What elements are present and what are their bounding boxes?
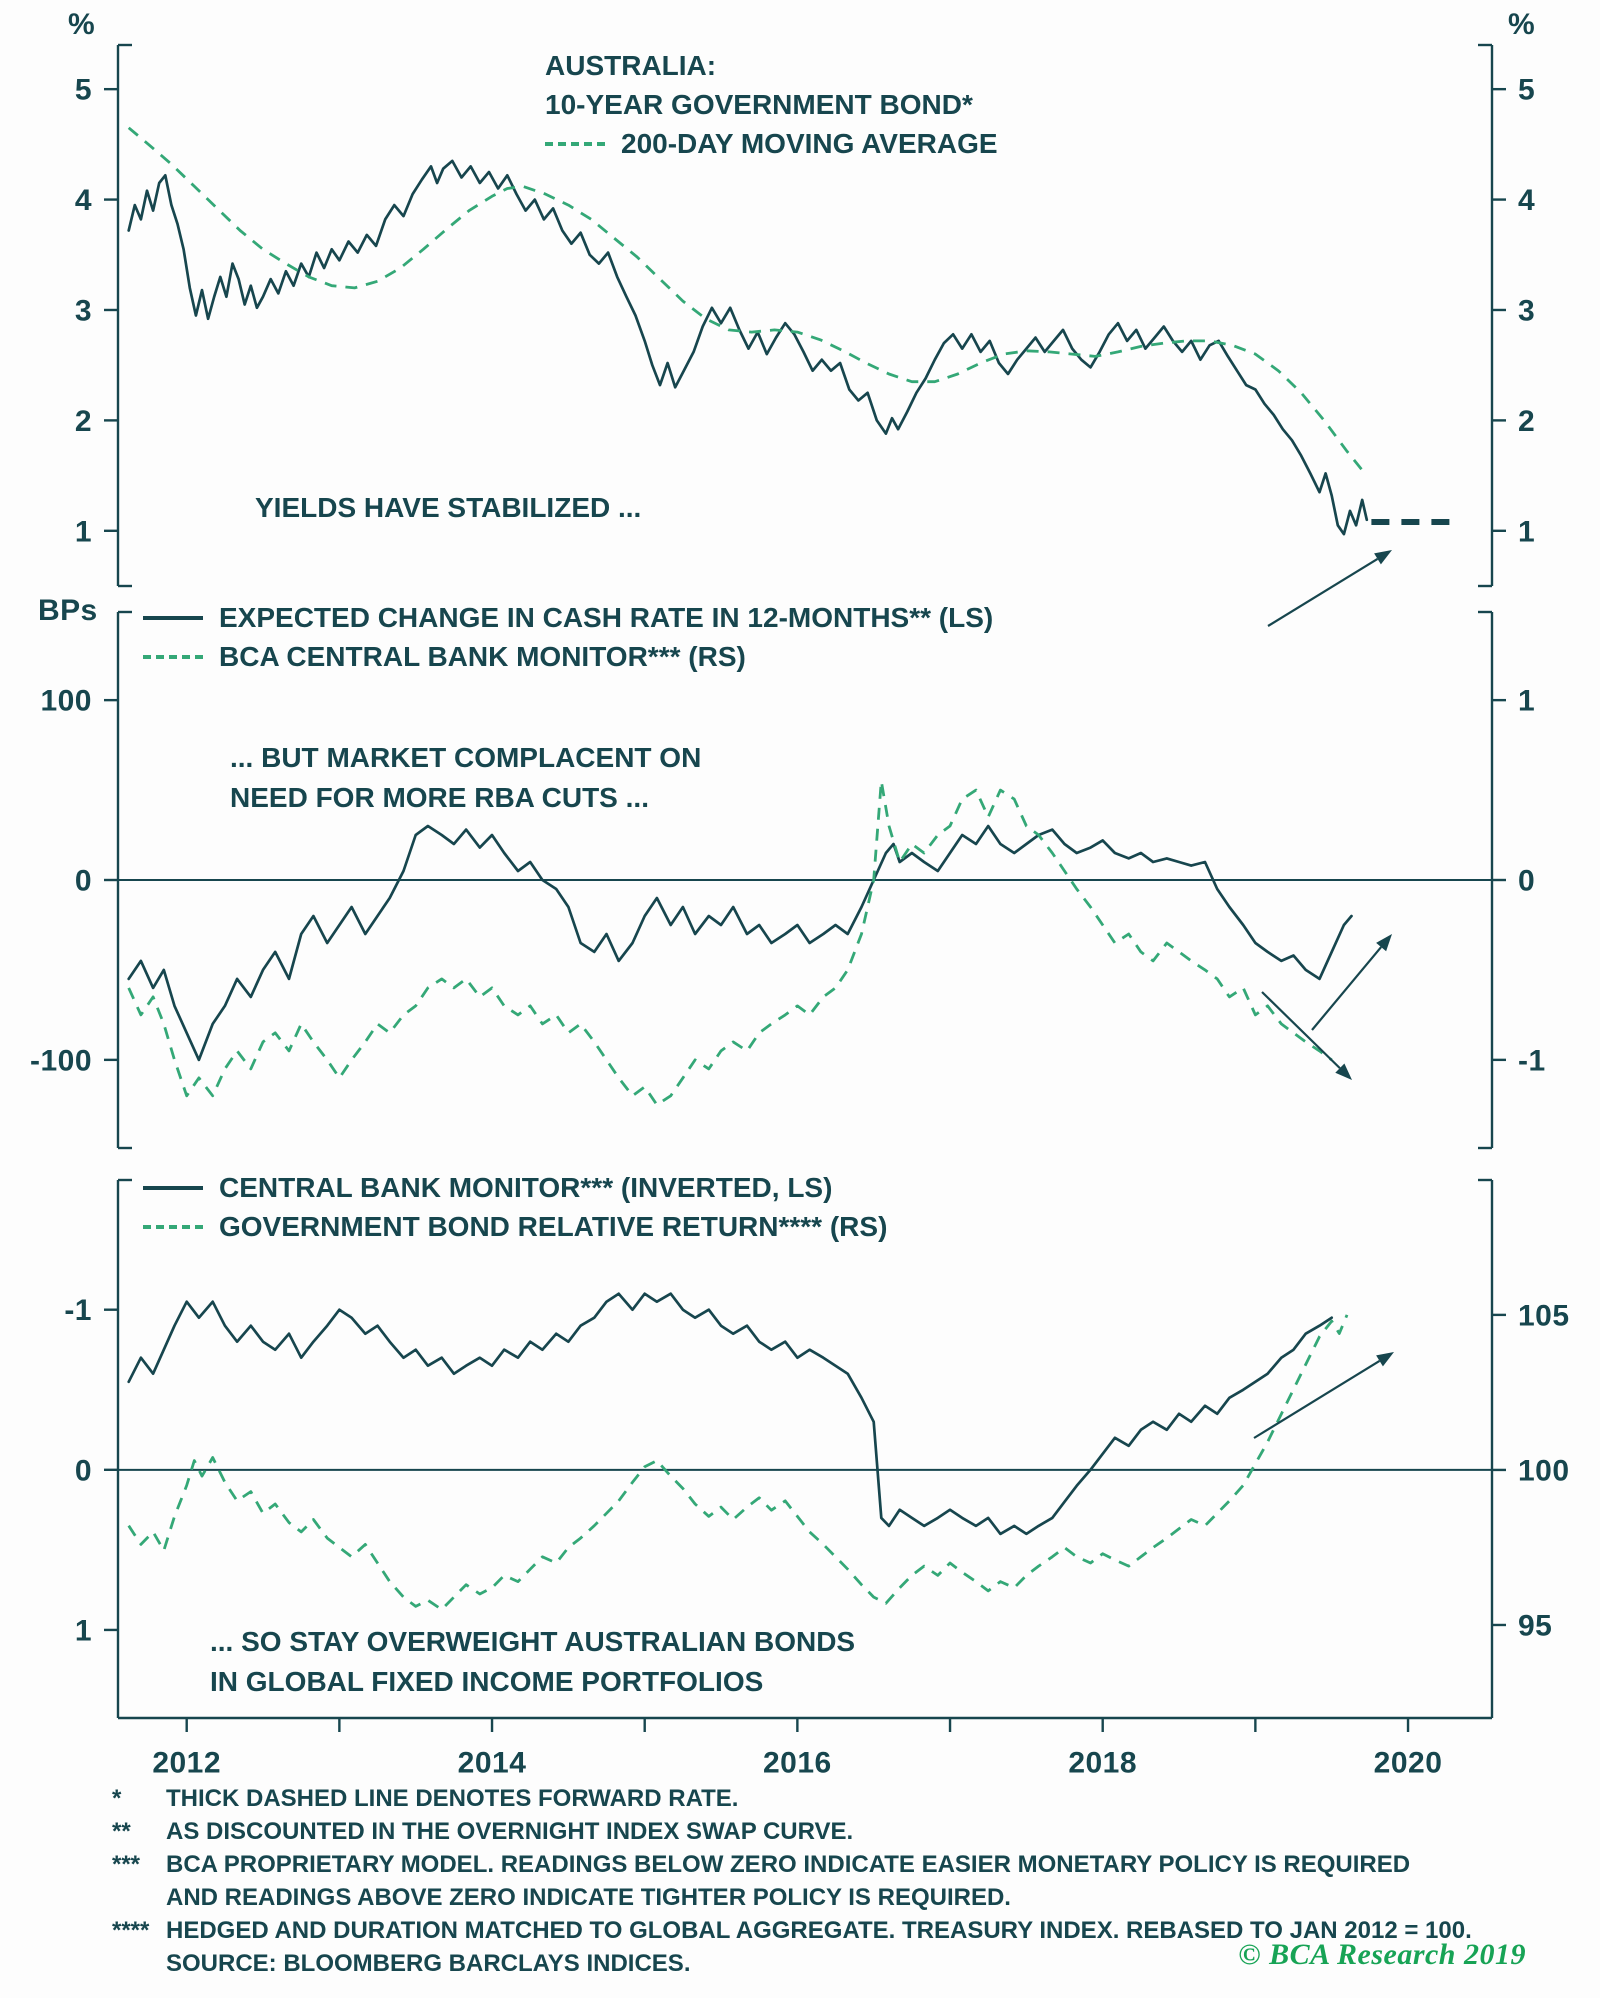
legend-cb-monitor-inverted-label: CENTRAL BANK MONITOR*** (INVERTED, LS) (219, 1172, 833, 1203)
legend-moving-average-label: 200-DAY MOVING AVERAGE (621, 128, 998, 159)
y-axis-tick-label: 105 (1518, 1299, 1570, 1332)
footnote-marker: **** (112, 1917, 150, 1944)
y-axis-tick-label: 3 (1518, 294, 1535, 327)
y-axis-tick-label: 0 (1518, 865, 1535, 898)
annotation-arrow (1261, 991, 1341, 1069)
y-axis-tick-label: 95 (1518, 1609, 1552, 1642)
footnote-text: AND READINGS ABOVE ZERO INDICATE TIGHTER… (166, 1884, 1011, 1911)
y-axis-tick-label: 0 (75, 865, 92, 898)
annotation-line: ... BUT MARKET COMPLACENT ON (230, 742, 702, 773)
footnote-row: SOURCE: BLOOMBERG BARCLAYS INDICES. (112, 1947, 1532, 1980)
annotation-line: ... SO STAY OVERWEIGHT AUSTRALIAN BONDS (210, 1626, 856, 1657)
chart-title-line1: AUSTRALIA: (545, 50, 717, 81)
footnote-row: *** BCA PROPRIETARY MODEL. READINGS BELO… (112, 1848, 1532, 1881)
chart-title-line2: 10-YEAR GOVERNMENT BOND* (545, 89, 973, 120)
annotation-arrowhead (1374, 550, 1392, 565)
dashed-green-line-sample (143, 1224, 203, 1229)
footnote-row: * THICK DASHED LINE DENOTES FORWARD RATE… (112, 1782, 1532, 1815)
y-axis-tick-label: -1 (64, 1294, 92, 1327)
y-axis-tick-label: 0 (75, 1454, 92, 1487)
x-axis-tick-label: 2012 (152, 1747, 221, 1780)
footnote-text: HEDGED AND DURATION MATCHED TO GLOBAL AG… (166, 1917, 1472, 1944)
annotation-arrow (1311, 946, 1382, 1031)
y-axis-tick-label: -1 (1518, 1044, 1546, 1077)
series-cb-monitor (127, 779, 1333, 1107)
annotation-arrowhead (1376, 934, 1392, 952)
y-axis-tick-label: 5 (1518, 74, 1535, 107)
annotation-arrow (1253, 1359, 1381, 1439)
annotation-overweight-bonds: ... SO STAY OVERWEIGHT AUSTRALIAN BONDS … (210, 1622, 855, 1702)
bps-axis-unit-label: BPs (38, 594, 98, 627)
solid-line-sample (143, 1185, 203, 1190)
annotation-market-complacent: ... BUT MARKET COMPLACENT ON NEED FOR MO… (230, 738, 701, 818)
footnote-row: AND READINGS ABOVE ZERO INDICATE TIGHTER… (112, 1881, 1532, 1914)
y-axis-tick-label: 1 (75, 515, 92, 548)
series-ma-200d (127, 126, 1364, 471)
y-axis-tick-label: 4 (75, 184, 92, 217)
footnote-marker: *** (112, 1851, 141, 1878)
copyright: © BCA Research 2019 (1238, 1938, 1526, 1971)
annotation-line: NEED FOR MORE RBA CUTS ... (230, 782, 649, 813)
y-axis-tick-label: 2 (1518, 405, 1535, 438)
y-axis-tick-label: 2 (75, 405, 92, 438)
right-axis-unit-label: % (1508, 8, 1536, 41)
series-bond-yield (127, 159, 1369, 536)
series-cash-rate-change (127, 824, 1353, 1062)
annotation-yields-stabilized: YIELDS HAVE STABILIZED ... (255, 492, 642, 523)
y-axis-tick-label: 1 (1518, 515, 1535, 548)
footnote-row: ** AS DISCOUNTED IN THE OVERNIGHT INDEX … (112, 1815, 1532, 1848)
solid-line-sample (143, 615, 203, 620)
x-axis-tick-label: 2014 (458, 1747, 527, 1780)
footnote-marker (112, 1947, 166, 1980)
y-axis-tick-label: 4 (1518, 184, 1535, 217)
series-bond-relative-return (127, 1314, 1349, 1611)
footnote-marker: * (112, 1785, 122, 1812)
footnote-marker: ** (112, 1818, 131, 1845)
series-cb-monitor-inverted (127, 1292, 1334, 1536)
footnote-row: **** HEDGED AND DURATION MATCHED TO GLOB… (112, 1914, 1532, 1947)
panel2-legend: EXPECTED CHANGE IN CASH RATE IN 12-MONTH… (143, 598, 993, 676)
footnotes: * THICK DASHED LINE DENOTES FORWARD RATE… (112, 1782, 1532, 1980)
annotation-line: IN GLOBAL FIXED INCOME PORTFOLIOS (210, 1666, 764, 1697)
y-axis-tick-label: 100 (40, 685, 92, 718)
legend-relative-return-label: GOVERNMENT BOND RELATIVE RETURN**** (RS) (219, 1211, 888, 1242)
footnote-text: AS DISCOUNTED IN THE OVERNIGHT INDEX SWA… (166, 1818, 854, 1845)
panel1-legend: AUSTRALIA: 10-YEAR GOVERNMENT BOND* 200-… (545, 46, 998, 163)
footnote-text: BCA PROPRIETARY MODEL. READINGS BELOW ZE… (166, 1851, 1411, 1878)
legend-cb-monitor-label: BCA CENTRAL BANK MONITOR*** (RS) (219, 641, 746, 672)
annotation-arrow (1267, 557, 1379, 627)
y-axis-tick-label: 100 (1518, 1454, 1570, 1487)
y-axis-tick-label: 3 (75, 294, 92, 327)
footnote-text: THICK DASHED LINE DENOTES FORWARD RATE. (166, 1785, 739, 1812)
x-axis-tick-label: 2016 (763, 1747, 832, 1780)
panel3-legend: CENTRAL BANK MONITOR*** (INVERTED, LS) G… (143, 1168, 887, 1246)
annotation-arrowhead (1376, 1352, 1394, 1367)
y-axis-tick-label: 1 (1518, 685, 1535, 718)
x-axis-tick-label: 2020 (1374, 1747, 1443, 1780)
x-axis-tick-label: 2018 (1068, 1747, 1137, 1780)
y-axis-tick-label: 1 (75, 1614, 92, 1647)
y-axis-tick-label: 5 (75, 74, 92, 107)
y-axis-tick-label: -100 (30, 1044, 92, 1077)
legend-cash-rate-label: EXPECTED CHANGE IN CASH RATE IN 12-MONTH… (219, 602, 994, 633)
footnote-text: SOURCE: BLOOMBERG BARCLAYS INDICES. (166, 1950, 691, 1977)
footnote-marker (112, 1881, 166, 1914)
left-axis-unit-label: % (68, 8, 96, 41)
dashed-green-line-sample (545, 141, 605, 146)
annotation-arrowhead (1335, 1063, 1352, 1080)
dashed-green-line-sample (143, 654, 203, 659)
